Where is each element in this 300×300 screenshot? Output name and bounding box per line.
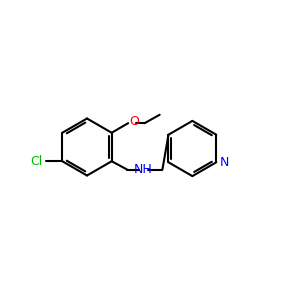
Text: N: N — [220, 156, 229, 169]
Text: Cl: Cl — [31, 155, 43, 168]
Text: NH: NH — [134, 163, 152, 176]
Text: O: O — [129, 115, 139, 128]
